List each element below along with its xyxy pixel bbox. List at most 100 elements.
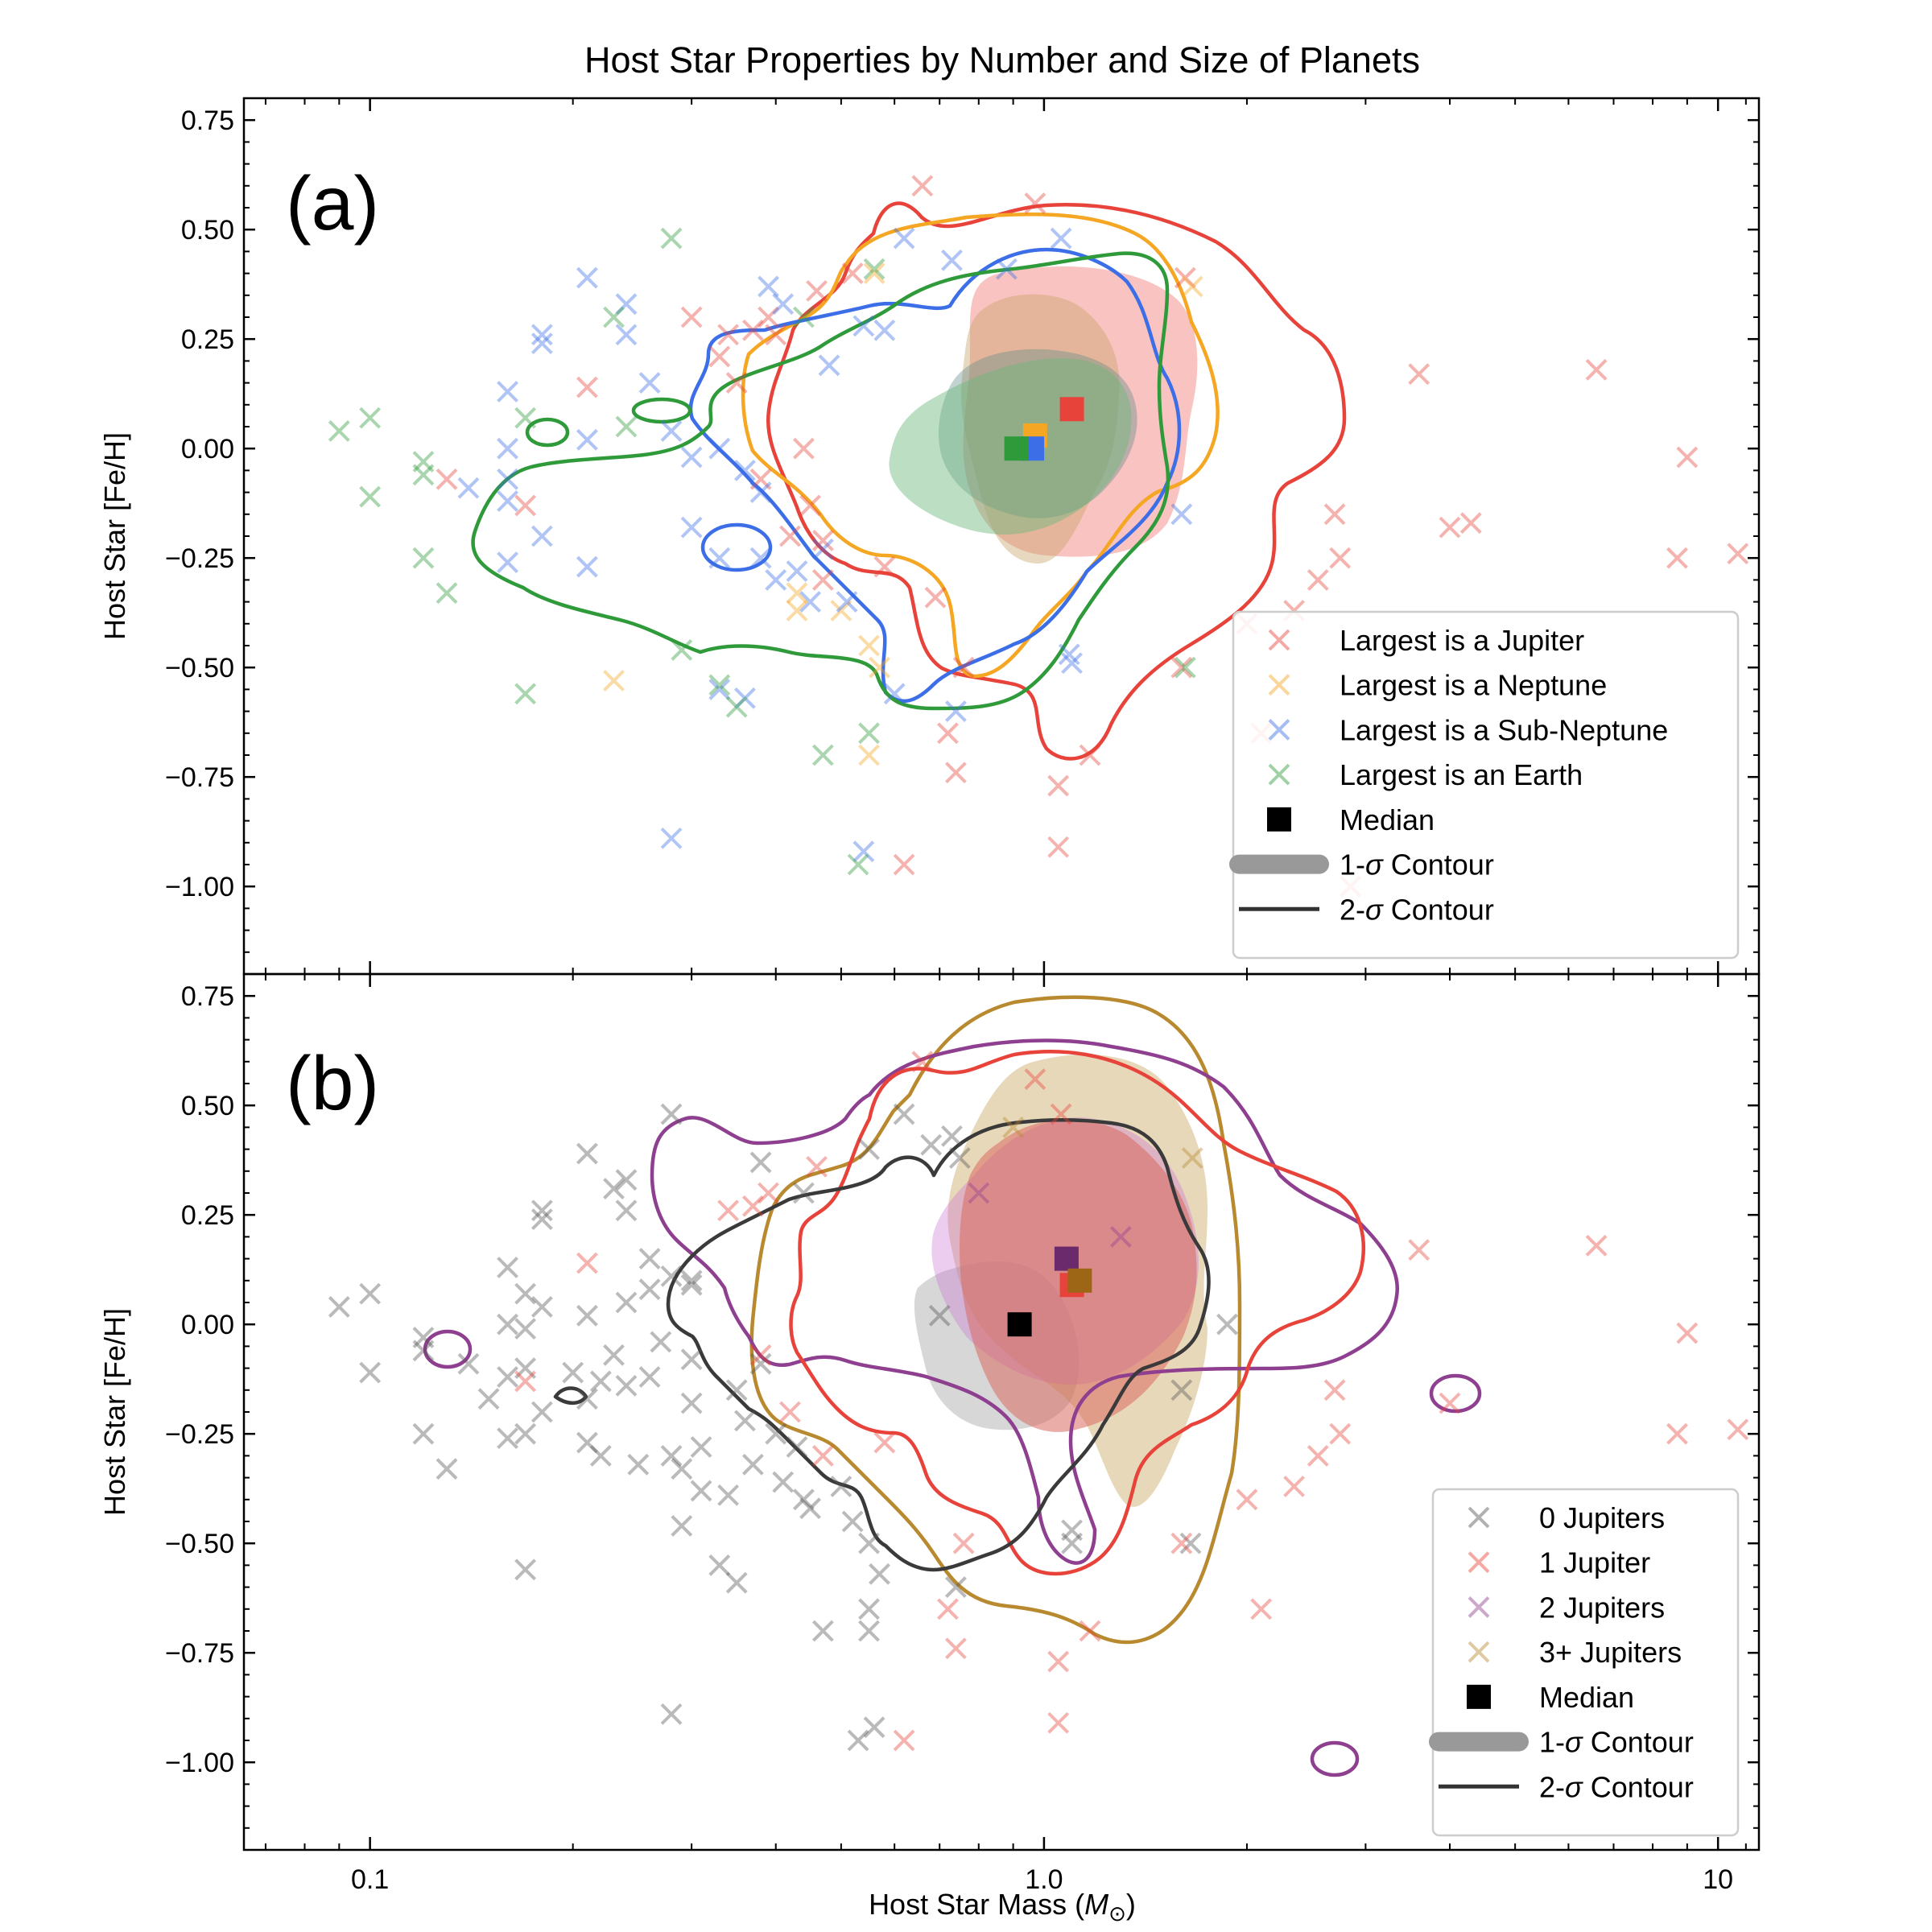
point-b-0-35: [638, 1248, 661, 1270]
y-tick-label-a-0: 0.75: [181, 105, 234, 136]
two-jupiters-2sigma-island-3: [1310, 1740, 1360, 1777]
jupiter-2sigma-contour: [766, 201, 1347, 761]
legend-label-a-2: Largest is a Sub-Neptune: [1340, 713, 1668, 746]
zero-jupiters-2sigma-island: [553, 1386, 588, 1406]
point-b-0-77: [1170, 1379, 1193, 1402]
panel-b-axes: 0.75 0.50 0.25 0.00 −0.25 −0.50 −0.75 −1.00 0.1 1…: [165, 974, 1759, 1895]
legend-entry-b-2: 2 Jupiters: [1468, 1591, 1665, 1624]
point-b-1-24: [1439, 1392, 1461, 1414]
point-a-2-11: [530, 525, 553, 547]
point-b-1-12: [937, 1598, 959, 1620]
point-a-2-8: [457, 477, 480, 499]
legend-label-a-4: Median: [1340, 803, 1435, 836]
point-a-1-7: [1181, 275, 1203, 298]
point-b-0-5: [412, 1422, 435, 1445]
point-b-0-26: [589, 1370, 612, 1393]
point-a-2-45: [883, 683, 906, 705]
point-b-1-6: [576, 1252, 598, 1274]
point-a-2-19: [749, 481, 772, 504]
x-tick-label-2: 10: [1703, 1864, 1733, 1895]
two-jupiters-2sigma-island-2: [1429, 1373, 1482, 1414]
point-b-0-58: [772, 1471, 795, 1493]
point-a-2-4: [530, 332, 553, 355]
point-b-1-14: [893, 1729, 915, 1752]
point-a-2-37: [996, 258, 1018, 280]
y-tick-label-a-5: −0.50: [165, 653, 234, 683]
point-b-0-47: [690, 1436, 712, 1458]
point-b-0-85: [858, 1138, 880, 1161]
point-a-3-19: [1174, 656, 1196, 679]
legend-entry-a-2: Largest is a Sub-Neptune: [1268, 713, 1668, 746]
subneptune-2sigma-island: [700, 522, 773, 572]
point-b-0-16: [514, 1422, 537, 1445]
y-tick-label-b-3: 0.00: [181, 1310, 234, 1340]
zero-jupiters-2sigma-contour: [666, 1118, 1211, 1572]
x-axis-label-symbol: M: [1084, 1888, 1108, 1921]
point-a-1-3: [830, 600, 852, 621]
panel-b-scatter: [328, 1051, 1749, 1752]
legend-entry-a-0: Largest is a Jupiter: [1268, 624, 1584, 657]
point-a-2-32: [818, 354, 840, 377]
point-b-0-55: [749, 1151, 772, 1174]
point-b-0-83: [863, 1716, 886, 1739]
point-b-1-3: [741, 1195, 764, 1217]
point-b-0-29: [603, 1344, 625, 1366]
point-a-0-13: [779, 525, 801, 547]
earth-2sigma-island-1: [525, 417, 570, 448]
point-a-2-33: [852, 315, 875, 337]
point-b-0-75: [1061, 1519, 1083, 1542]
point-b-1-2: [806, 1155, 828, 1178]
legend-entry-a-1: Largest is a Neptune: [1268, 669, 1607, 702]
point-a-2-22: [749, 547, 772, 569]
point-a-2-5: [497, 381, 518, 402]
point-a-0-32: [1408, 363, 1430, 386]
point-a-0-30: [1323, 503, 1346, 526]
point-b-0-32: [615, 1291, 638, 1314]
y-tick-label-b-6: −0.75: [165, 1638, 234, 1669]
point-a-3-13: [514, 683, 537, 705]
point-b-1-8: [779, 1401, 801, 1423]
point-a-2-13: [576, 555, 598, 578]
legend-label-a-5: 1-σ Contour: [1340, 848, 1494, 881]
point-b-0-59: [786, 1436, 808, 1458]
point-b-0-54: [741, 1453, 764, 1476]
panel-b-label: (b): [286, 1041, 379, 1126]
point-b-0-17: [530, 1199, 553, 1222]
point-b-1-25: [1585, 1234, 1608, 1257]
point-b-0-31: [615, 1199, 638, 1222]
point-a-2-6: [576, 428, 598, 451]
earth-2sigma-contour: [471, 251, 1170, 711]
point-a-2-42: [1050, 227, 1072, 250]
point-a-2-28: [734, 687, 756, 709]
panel-b-contour-lines: [423, 995, 1482, 1777]
point-b-0-61: [792, 1488, 815, 1511]
point-a-0-38: [1727, 543, 1749, 565]
earth-2sigma-island-2: [631, 397, 692, 424]
point-b-0-82: [847, 1729, 869, 1752]
legend-marker-b-0: [1468, 1506, 1490, 1529]
point-a-0-34: [1459, 512, 1482, 535]
legend-label-b-3: 3+ Jupiters: [1539, 1636, 1682, 1669]
panel-a-medians: [1004, 397, 1084, 461]
point-a-3-4: [412, 464, 435, 486]
point-a-0-9: [725, 372, 748, 394]
point-a-0-20: [945, 762, 967, 784]
point-a-0-1: [1024, 192, 1046, 214]
point-b-1-22: [1329, 1422, 1352, 1445]
point-b-3-0: [1002, 1116, 1025, 1138]
panel-a-contour-fills: [889, 266, 1198, 564]
point-b-1-18: [1236, 1488, 1258, 1511]
legend-label-a-6: 2-σ Contour: [1340, 893, 1494, 926]
point-a-0-21: [952, 656, 975, 679]
panel-a-label: (a): [286, 161, 379, 246]
point-b-0-24: [576, 1388, 598, 1410]
point-b-0-9: [497, 1257, 518, 1278]
point-a-3-15: [858, 722, 880, 745]
point-a-2-30: [758, 275, 779, 298]
point-a-0-12: [749, 468, 772, 490]
point-b-0-63: [811, 1620, 834, 1642]
point-a-2-15: [660, 420, 683, 442]
point-b-1-27: [1676, 1322, 1699, 1344]
point-b-0-39: [660, 1103, 683, 1125]
point-b-0-40: [660, 1265, 683, 1287]
